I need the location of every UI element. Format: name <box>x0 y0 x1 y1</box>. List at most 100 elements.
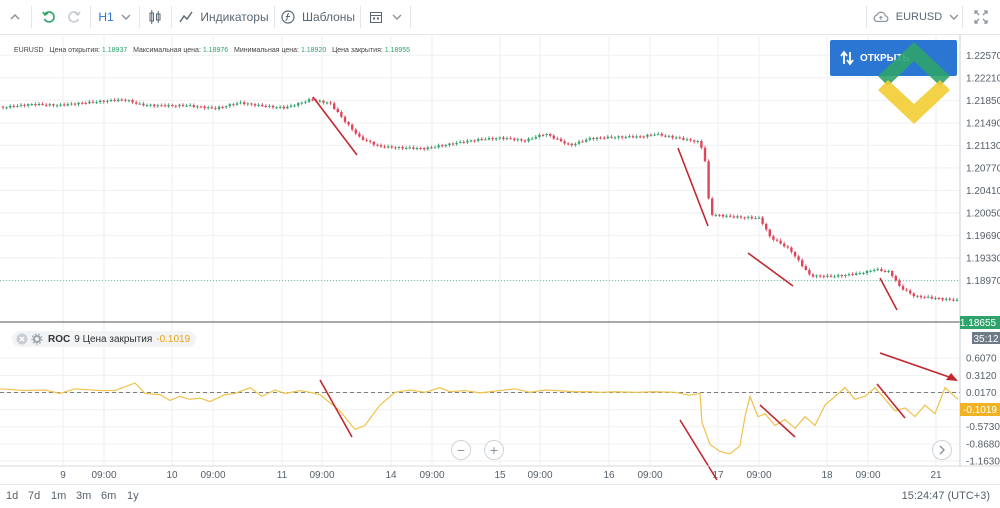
candle-body <box>606 136 609 139</box>
candle-body <box>372 141 375 145</box>
roc-chart <box>0 382 959 455</box>
candle-body <box>862 273 865 275</box>
candle-body <box>559 138 563 142</box>
candle-body <box>585 139 588 142</box>
candle-body <box>905 289 908 291</box>
candle-body <box>228 104 231 107</box>
candle-body <box>649 134 653 136</box>
candle-body <box>621 136 624 138</box>
scroll-right-button[interactable] <box>932 440 952 460</box>
current-price-tag <box>960 316 1000 329</box>
candle-body <box>95 102 98 104</box>
candle-body <box>527 138 530 142</box>
range-1m[interactable]: 1m <box>51 490 67 502</box>
candle-body <box>66 104 69 106</box>
candle-body <box>81 102 84 104</box>
candle-body <box>192 105 195 107</box>
x-tick-label: 14 <box>385 470 397 481</box>
candle-body <box>257 104 260 106</box>
close-icon[interactable] <box>16 333 28 345</box>
candle-body <box>498 137 501 139</box>
candle-body <box>581 141 584 143</box>
candle-body <box>513 138 516 141</box>
candle-body <box>898 280 901 286</box>
zoom-in-button[interactable]: + <box>484 440 504 460</box>
candle-body <box>441 145 444 147</box>
candle-body <box>678 137 681 139</box>
candle-body <box>743 217 746 219</box>
gear-icon[interactable] <box>31 333 43 345</box>
range-1y[interactable]: 1y <box>127 490 139 502</box>
candle-body <box>815 275 818 277</box>
candle-body <box>142 103 145 106</box>
candle-body <box>45 104 48 106</box>
candle-body <box>952 299 955 301</box>
chevron-down-icon <box>392 14 402 20</box>
candle-body <box>131 100 134 103</box>
range-3m[interactable]: 3m <box>76 490 92 502</box>
calendar-select[interactable] <box>364 0 408 34</box>
candle-body <box>822 276 825 278</box>
templates-button[interactable]: Шаблоны <box>278 0 358 34</box>
candle-body <box>27 104 30 106</box>
candle-body <box>52 104 55 106</box>
candle-body <box>685 139 689 141</box>
candle-body <box>318 100 321 102</box>
redo-icon[interactable] <box>63 0 85 34</box>
candle-body <box>729 215 732 217</box>
candle-body <box>509 138 512 140</box>
symbol-select[interactable]: EURUSD <box>872 0 960 34</box>
timeframe-select[interactable]: H1 <box>95 0 135 34</box>
trend-line <box>879 277 898 311</box>
candle-body <box>430 147 433 149</box>
candle-body <box>210 107 213 109</box>
fullscreen-icon[interactable] <box>964 0 998 34</box>
candle-body <box>102 100 105 102</box>
candle-body <box>595 137 599 139</box>
candle-body <box>894 275 897 281</box>
divergence-arrow <box>879 352 953 379</box>
range-1d[interactable]: 1d <box>6 490 19 502</box>
x-tick-label: 09:00 <box>91 470 116 481</box>
candle-body <box>282 106 285 109</box>
candles-icon[interactable] <box>144 0 166 34</box>
price-tick-label: 1.21130 <box>966 141 1000 152</box>
candle-body <box>178 104 181 107</box>
candle-body <box>563 141 566 144</box>
candle-body <box>948 298 951 300</box>
candle-body <box>99 100 102 103</box>
candle-body <box>225 106 228 108</box>
range-6m[interactable]: 6m <box>101 490 117 502</box>
chevron-up-icon[interactable] <box>0 0 30 34</box>
roc-line <box>0 382 959 455</box>
candle-body <box>448 143 451 146</box>
candle-body <box>246 103 249 105</box>
candle-body <box>711 198 714 216</box>
zoom-out-button[interactable]: − <box>451 440 471 460</box>
indicators-button[interactable]: Индикаторы <box>176 0 272 34</box>
candle-body <box>520 139 523 141</box>
clock: 15:24:47 (UTC+3) <box>901 490 990 502</box>
candle-body <box>592 137 595 139</box>
candle-body <box>588 137 591 140</box>
candle-body <box>761 217 764 224</box>
candle-body <box>955 299 959 301</box>
candle-body <box>747 216 750 218</box>
candle-body <box>340 112 343 117</box>
candle-body <box>408 147 411 149</box>
candle-body <box>336 108 339 113</box>
price-chart[interactable]: 1.22570 1.22210 1.21850 1.21490 1.21130 1.207… <box>0 34 1000 484</box>
candle-body <box>545 134 548 136</box>
trend-line <box>747 252 794 287</box>
candle-body <box>801 260 804 267</box>
candle-body <box>739 216 743 218</box>
candle-body <box>437 145 440 148</box>
candle-body <box>113 100 116 102</box>
range-7d[interactable]: 7d <box>28 490 41 502</box>
candle-body <box>804 266 807 270</box>
candle-body <box>599 137 602 139</box>
price-tick-label: 1.21850 <box>966 96 1000 107</box>
candle-body <box>397 146 401 148</box>
candle-body <box>653 134 656 136</box>
undo-icon[interactable] <box>38 0 60 34</box>
